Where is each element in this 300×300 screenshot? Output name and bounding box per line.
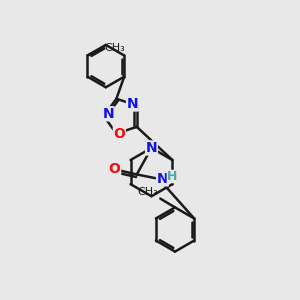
Text: H: H [167,170,177,183]
Text: O: O [109,161,121,176]
Text: CH₃: CH₃ [105,43,125,53]
Text: N: N [102,107,114,121]
Text: N: N [146,141,157,155]
Text: O: O [113,127,125,140]
Text: N: N [157,172,168,186]
Text: N: N [127,97,138,111]
Text: CH₃: CH₃ [137,187,158,197]
